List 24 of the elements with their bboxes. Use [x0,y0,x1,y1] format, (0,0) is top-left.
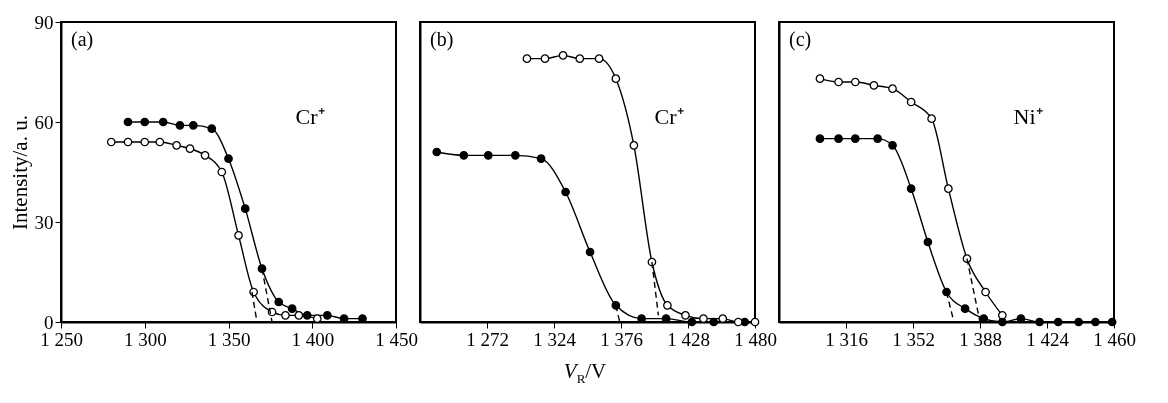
annotation: Cr⁺ [295,104,325,129]
x-tick-label: 1 400 [291,328,335,350]
annotation: (c) [789,28,812,51]
x-tick-label: 1 350 [207,328,251,350]
annotation: (b) [430,28,454,51]
x-tick-label: 1 428 [667,328,710,350]
y-tick-label: 90 [34,11,54,33]
annotation: (a) [71,28,94,51]
y-tick-label: 60 [34,111,54,133]
x-tick-label: 1 324 [533,328,577,350]
y-axis-title: Intensity/a. u. [7,115,32,230]
y-tick-label: 30 [34,211,54,233]
x-tick-label: 1 388 [959,328,1002,350]
x-tick-label: 1 300 [123,328,167,350]
annotation: Cr⁺ [654,104,684,129]
x-tick-label: 1 460 [1093,328,1136,350]
x-tick-label: 1 376 [600,328,643,350]
x-tick-label: 1 352 [892,328,935,350]
x-tick-label: 1 316 [825,328,868,350]
x-tick-label: 1 450 [375,328,418,350]
annotation: Ni⁺ [1013,104,1043,129]
x-tick-label: 1 272 [466,328,509,350]
x-tick-label: 1 480 [734,328,777,350]
x-tick-label: 1 424 [1026,328,1070,350]
